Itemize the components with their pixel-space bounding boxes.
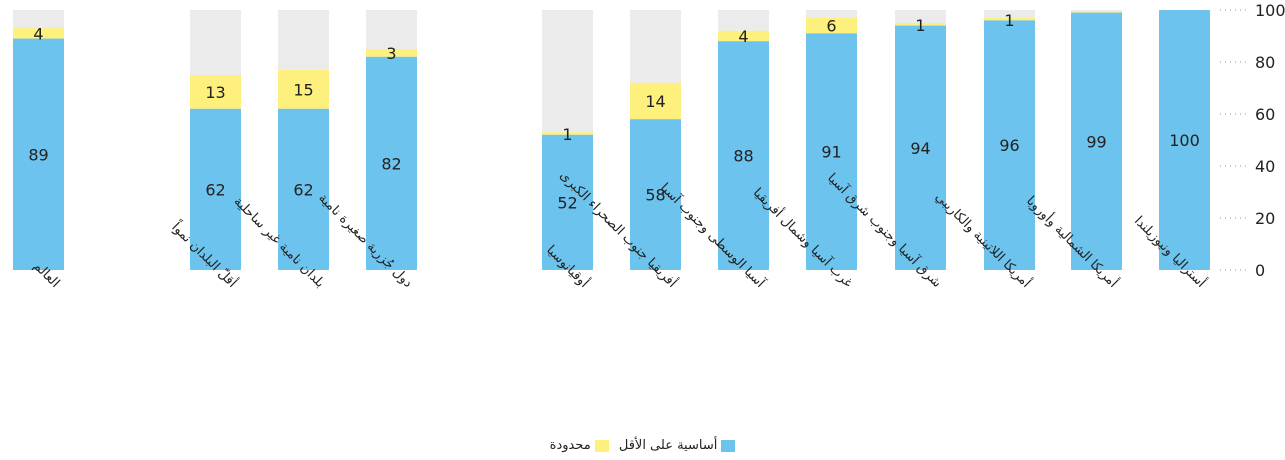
bar-remainder	[1071, 10, 1122, 12]
bar-segment-limited	[1071, 11, 1122, 13]
bar-remainder	[190, 10, 241, 75]
bar-remainder	[13, 10, 64, 29]
legend-item-basic: أساسية على الأقل	[619, 438, 736, 453]
bar-segment-limited	[542, 132, 593, 135]
bar-remainder	[984, 10, 1035, 18]
legend-item-limited: محدودة	[550, 438, 609, 453]
data-label-limited: 14	[645, 92, 665, 111]
bar-segment-limited	[190, 75, 241, 109]
data-label-basic: 96	[999, 136, 1019, 155]
bar-segment-basic	[366, 56, 417, 270]
legend-label-limited: محدودة	[549, 438, 591, 453]
data-label-limited: 4	[738, 27, 748, 46]
bar-segment-basic	[806, 33, 857, 271]
y-tick-label: 80	[1255, 53, 1275, 72]
data-label-limited: 6	[826, 17, 836, 36]
bar-remainder	[278, 10, 329, 70]
bar-segment-basic	[630, 119, 681, 270]
data-label-basic: 89	[28, 145, 48, 164]
y-tick-label: 100	[1255, 1, 1285, 20]
legend-swatch-basic	[721, 439, 736, 452]
data-label-basic: 52	[557, 193, 577, 212]
data-label-basic: 91	[821, 143, 841, 162]
bar-remainder	[542, 10, 593, 133]
bar-remainder	[630, 10, 681, 83]
data-label-limited: 1	[1004, 11, 1014, 30]
bar-segment-limited	[718, 30, 769, 42]
data-label-basic: 88	[733, 147, 753, 166]
bar-segment-basic	[13, 38, 64, 270]
bar-segment-basic	[895, 25, 946, 270]
y-tick-label: 40	[1255, 157, 1275, 176]
data-label-limited: 4	[33, 24, 43, 43]
data-label-limited: 1	[915, 16, 925, 35]
bar-segment-limited	[984, 17, 1035, 21]
data-label-limited: 3	[386, 44, 396, 63]
y-tick-label: 60	[1255, 105, 1275, 124]
data-label-basic: 99	[1086, 132, 1106, 151]
y-tick-label: 20	[1255, 209, 1275, 228]
data-label-limited: 13	[205, 83, 225, 102]
bar-segment-basic	[190, 108, 241, 270]
bar-segment-basic	[1071, 12, 1122, 270]
legend: أساسية على الأقل محدودة	[0, 438, 1285, 456]
bar-segment-basic	[542, 134, 593, 270]
bar-remainder	[718, 10, 769, 31]
bar-segment-basic	[984, 20, 1035, 271]
bar-remainder	[895, 10, 946, 23]
bar-segment-limited	[13, 28, 64, 39]
legend-label-basic: أساسية على الأقل	[618, 438, 718, 453]
bar-segment-basic	[278, 108, 329, 270]
bar-segment-basic	[718, 41, 769, 271]
bar-segment-limited	[366, 49, 417, 57]
data-label-basic: 58	[645, 186, 665, 205]
y-tick-label: 0	[1255, 261, 1265, 280]
data-label-basic: 62	[293, 180, 313, 199]
data-label-limited: 15	[293, 80, 313, 99]
legend-swatch-limited	[594, 439, 609, 452]
bar-segment-limited	[895, 23, 946, 26]
bar-segment-limited	[630, 82, 681, 120]
bar-segment-limited	[278, 69, 329, 109]
bar-segment-limited	[806, 17, 857, 34]
data-label-basic: 100	[1169, 131, 1200, 150]
data-label-limited: 1	[562, 125, 572, 144]
data-label-basic: 82	[381, 154, 401, 173]
data-label-basic: 62	[205, 180, 225, 199]
bar-segment-basic	[1159, 10, 1210, 270]
data-label-basic: 94	[910, 139, 930, 158]
bar-remainder	[806, 10, 857, 18]
bar-remainder	[366, 10, 417, 49]
